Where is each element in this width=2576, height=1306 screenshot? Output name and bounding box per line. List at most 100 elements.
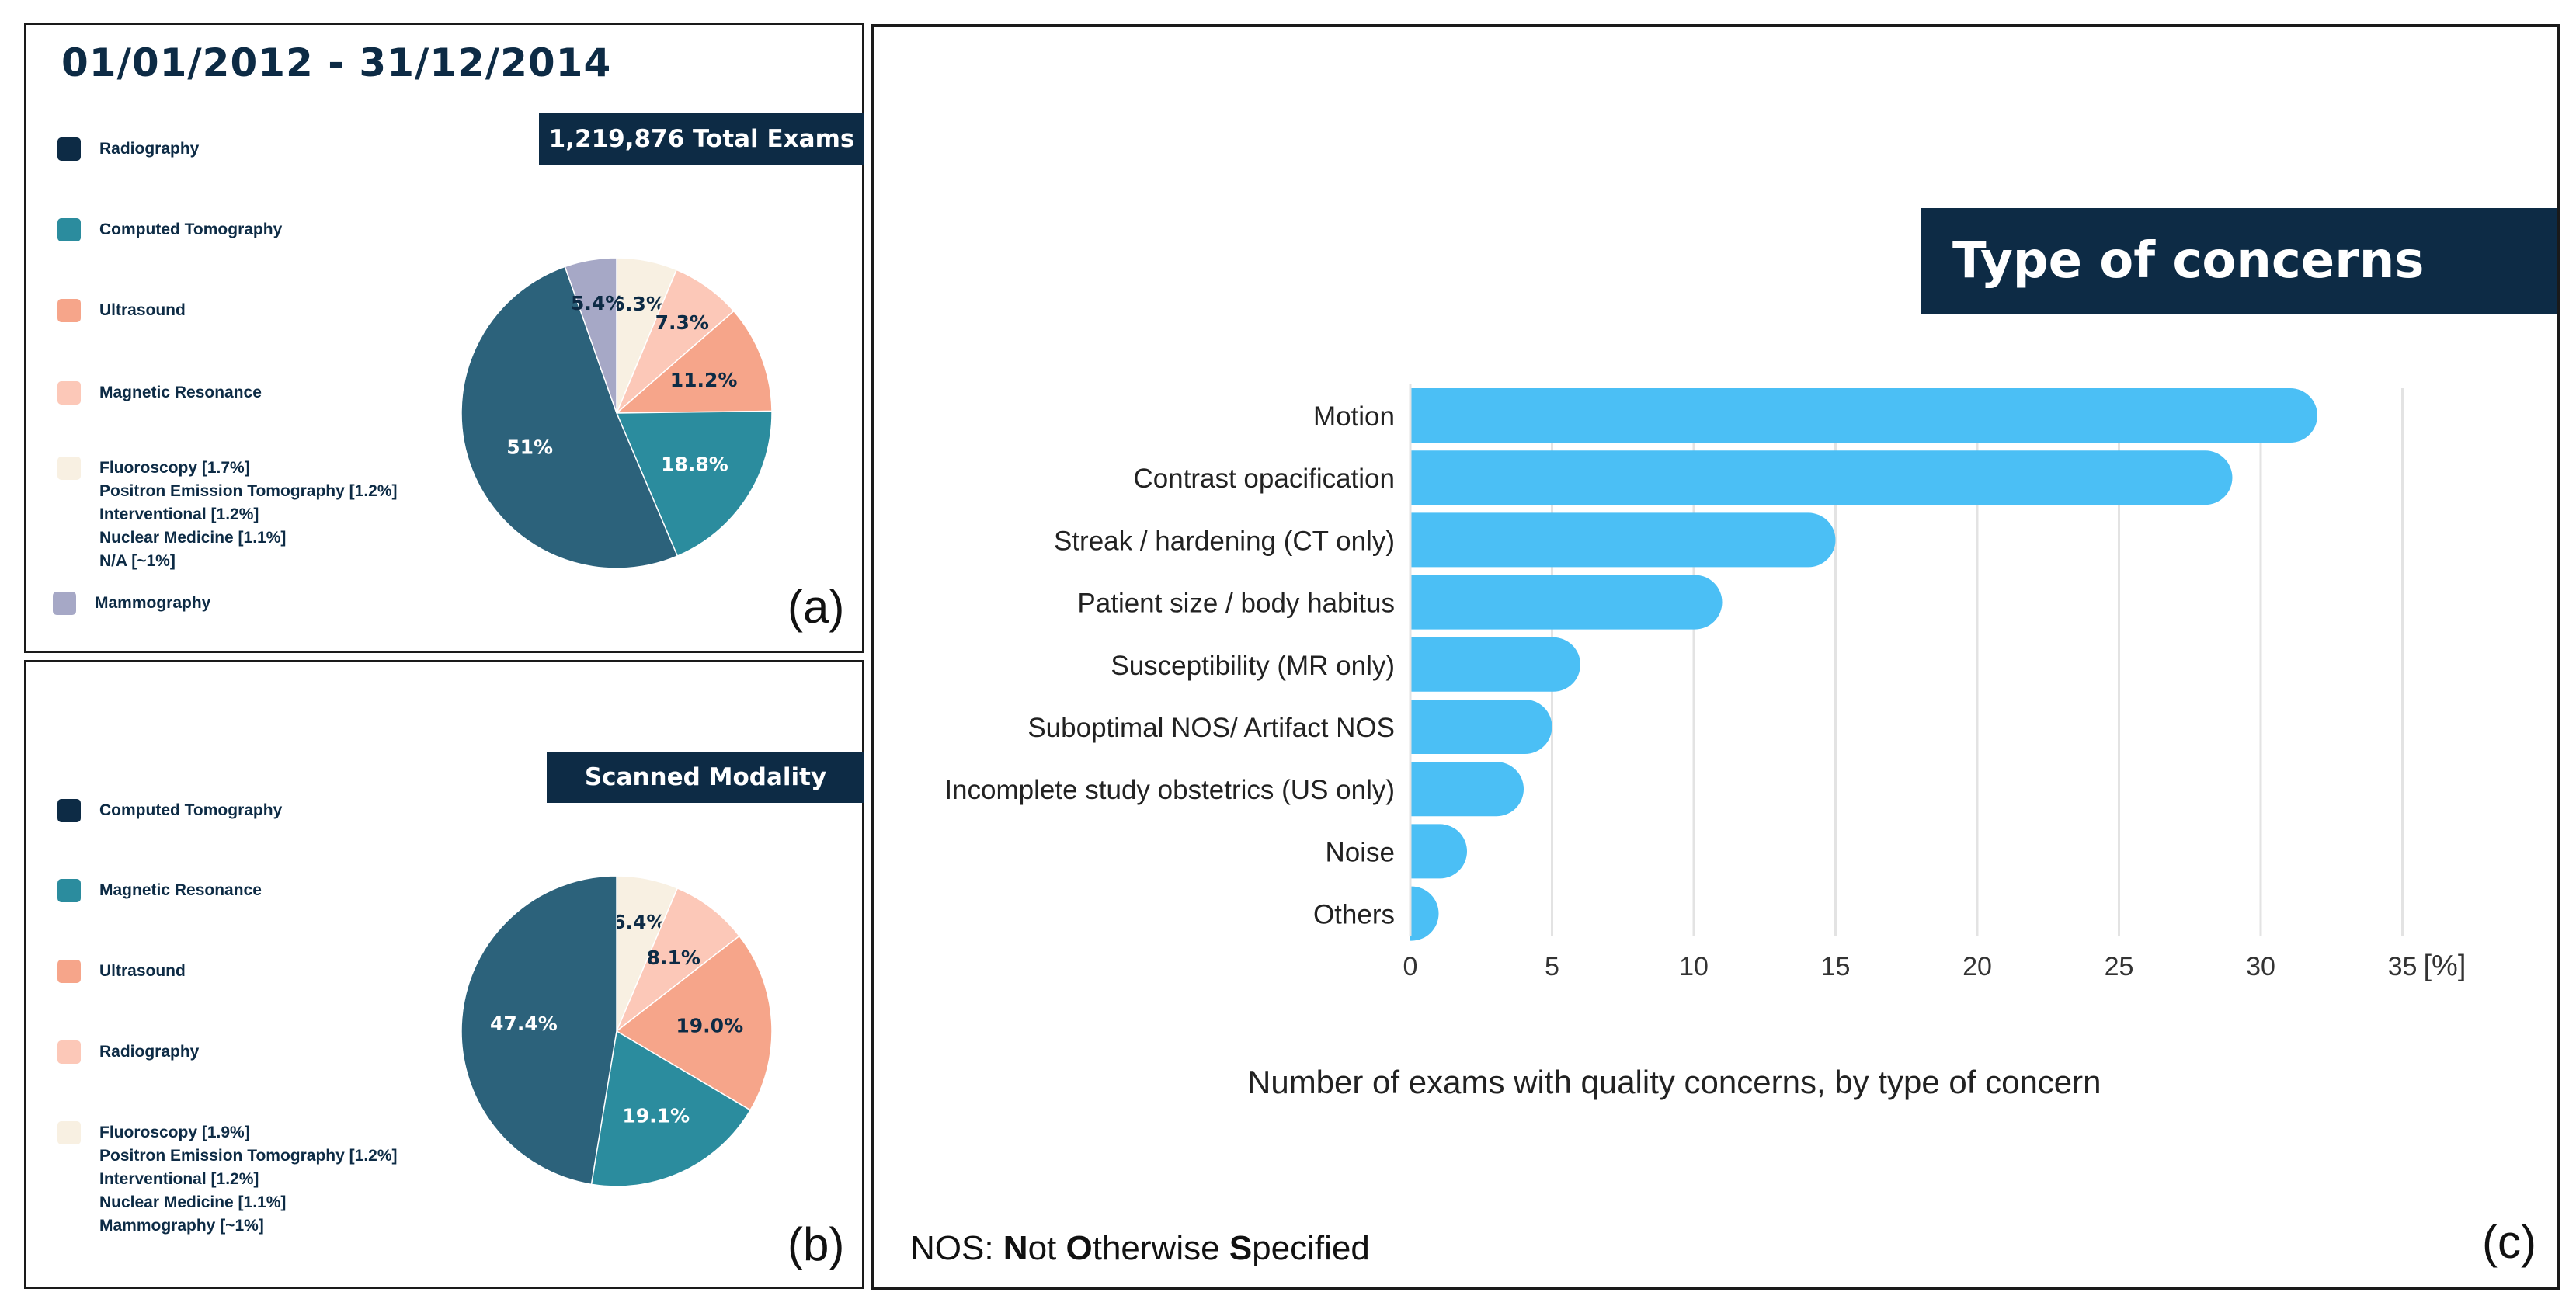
- bar: [1410, 637, 1580, 692]
- legend-item: Magnetic Resonance: [57, 381, 262, 405]
- legend-label: Interventional [1.2%]: [99, 505, 259, 523]
- pie-chart-a: 6.3%7.3% 11.2% 18.8% 51% 5.4%: [461, 257, 773, 569]
- legend-swatch: [57, 799, 81, 822]
- category-label: Contrast opacification: [1133, 464, 1395, 494]
- pie-slice-label: 47.4%: [490, 1012, 558, 1035]
- x-tick-label: 15: [1821, 952, 1851, 981]
- legend-swatch: [57, 960, 81, 983]
- pie-slice: [461, 266, 679, 569]
- nos-initial: S: [1229, 1229, 1253, 1267]
- legend-stack: Fluoroscopy [1.9%] Positron Emission Tom…: [99, 1121, 398, 1238]
- pie-slice: [615, 935, 773, 1111]
- panel-tag-a: (a): [787, 581, 845, 633]
- x-tick-label: 10: [1679, 952, 1709, 981]
- legend-swatch: [57, 1040, 81, 1064]
- bar: [1410, 512, 1836, 568]
- pie-slice-label: 6.4%: [612, 911, 666, 933]
- legend-label: Ultrasound: [99, 962, 186, 980]
- legend-swatch: [57, 1121, 81, 1144]
- nos-footnote: NOS: Not Otherwise Specified: [910, 1229, 1370, 1268]
- legend-item: Magnetic Resonance: [57, 879, 262, 902]
- x-tick-label: 25: [2105, 952, 2134, 981]
- bar: [1410, 824, 1467, 879]
- bar: [1410, 762, 1524, 817]
- category-label: Susceptibility (MR only): [1111, 651, 1395, 681]
- legend-item: Ultrasound: [57, 299, 186, 322]
- legend-label: Nuclear Medicine [1.1%]: [99, 1193, 287, 1211]
- category-label: Patient size / body habitus: [1077, 589, 1395, 619]
- bar: [1410, 886, 1439, 941]
- legend-swatch: [57, 299, 81, 322]
- total-exams-banner: 1,219,876 Total Exams: [539, 113, 864, 165]
- legend-label: Fluoroscopy [1.9%]: [99, 1124, 250, 1141]
- pie-slice-label: 51%: [506, 436, 553, 458]
- nos-rest: pecified: [1252, 1229, 1370, 1267]
- nos-initial: N: [1003, 1229, 1028, 1267]
- legend-swatch: [57, 879, 81, 902]
- legend-item: Radiography: [57, 137, 199, 161]
- panel-tag-b: (b): [787, 1218, 845, 1270]
- bar: [1410, 388, 2317, 443]
- pie-slice: [614, 310, 773, 414]
- panel-a: 01/01/2012 - 31/12/2014 1,219,876 Total …: [24, 23, 864, 653]
- legend-label: Radiography: [99, 140, 200, 158]
- x-unit-label: [%]: [2424, 950, 2466, 982]
- pie-slice: [615, 410, 773, 557]
- date-range-title: 01/01/2012 - 31/12/2014: [61, 40, 612, 85]
- legend-label: Radiography: [99, 1043, 200, 1061]
- nos-initial: O: [1066, 1229, 1093, 1267]
- panel-b: Scanned Modality Computed Tomography Mag…: [24, 660, 864, 1289]
- category-label: Incomplete study obstetrics (US only): [944, 775, 1395, 805]
- legend-stack: Fluoroscopy [1.7%] Positron Emission Tom…: [99, 457, 398, 573]
- bar: [1410, 700, 1552, 754]
- legend-swatch: [57, 137, 81, 161]
- category-label: Others: [1313, 900, 1395, 930]
- pie-slice-label: 7.3%: [655, 311, 709, 334]
- legend-label: Interventional [1.2%]: [99, 1170, 259, 1188]
- scanned-modality-banner: Scanned Modality: [547, 752, 864, 803]
- legend-swatch: [57, 218, 81, 241]
- nos-rest: therwise: [1092, 1229, 1229, 1267]
- pie-slice-label: 19.0%: [676, 1014, 743, 1037]
- x-tick-label: 0: [1403, 952, 1418, 981]
- legend-swatch: [57, 457, 81, 480]
- pie-slice-label: 11.2%: [670, 369, 738, 391]
- x-tick-label: 20: [1962, 952, 1992, 981]
- pie-slice: [461, 875, 617, 1186]
- legend-label: Mammography: [95, 594, 211, 612]
- legend-item: Fluoroscopy [1.7%] Positron Emission Tom…: [57, 457, 398, 573]
- bar-chart: 0 5 10 15 20 25 30 35 [%] Motion Contrast opacific…: [944, 384, 2466, 982]
- legend-label: Ultrasound: [99, 301, 186, 319]
- legend-b: Computed Tomography Magnetic Resonance U…: [57, 662, 492, 1287]
- panel-tag-c: (c): [2482, 1216, 2536, 1268]
- category-label: Noise: [1326, 837, 1395, 867]
- legend-item: Mammography: [53, 592, 210, 615]
- legend-item: Fluoroscopy [1.9%] Positron Emission Tom…: [57, 1121, 398, 1238]
- pie-slice: [590, 1030, 752, 1187]
- legend-label: Magnetic Resonance: [99, 881, 262, 899]
- x-tick-label: 5: [1545, 952, 1559, 981]
- nos-prefix: NOS:: [910, 1229, 1003, 1267]
- legend-a: Radiography Computed Tomography Ultrasou…: [53, 25, 492, 651]
- legend-label: N/A [~1%]: [99, 552, 176, 570]
- legend-label: Mammography [~1%]: [99, 1217, 264, 1235]
- legend-item: Computed Tomography: [57, 799, 282, 822]
- pie-slice-label: 6.3%: [612, 293, 666, 315]
- legend-item: Computed Tomography: [57, 218, 282, 241]
- panel-c: Type of concerns 0 5 10 15 20 25 30 35 [%] Motion…: [871, 24, 2560, 1290]
- legend-label: Magnetic Resonance: [99, 384, 262, 401]
- pie-slice-label: 18.8%: [661, 453, 728, 476]
- pie-chart-b: 6.4% 8.1% 19.0% 19.1% 47.4%: [461, 875, 773, 1187]
- legend-swatch: [57, 381, 81, 405]
- legend-item: Ultrasound: [57, 960, 186, 983]
- legend-label: Nuclear Medicine [1.1%]: [99, 529, 287, 547]
- category-label: Streak / hardening (CT only): [1054, 526, 1395, 556]
- pie-slice-label: 8.1%: [647, 947, 700, 969]
- legend-label: Computed Tomography: [99, 801, 283, 819]
- pie-slice: [615, 887, 741, 1033]
- legend-label: Positron Emission Tomography [1.2%]: [99, 482, 398, 500]
- nos-rest: ot: [1027, 1229, 1066, 1267]
- chart-caption: Number of exams with quality concerns, b…: [1247, 1064, 2101, 1100]
- category-label: Motion: [1313, 401, 1395, 432]
- x-tick-label: 30: [2246, 952, 2275, 981]
